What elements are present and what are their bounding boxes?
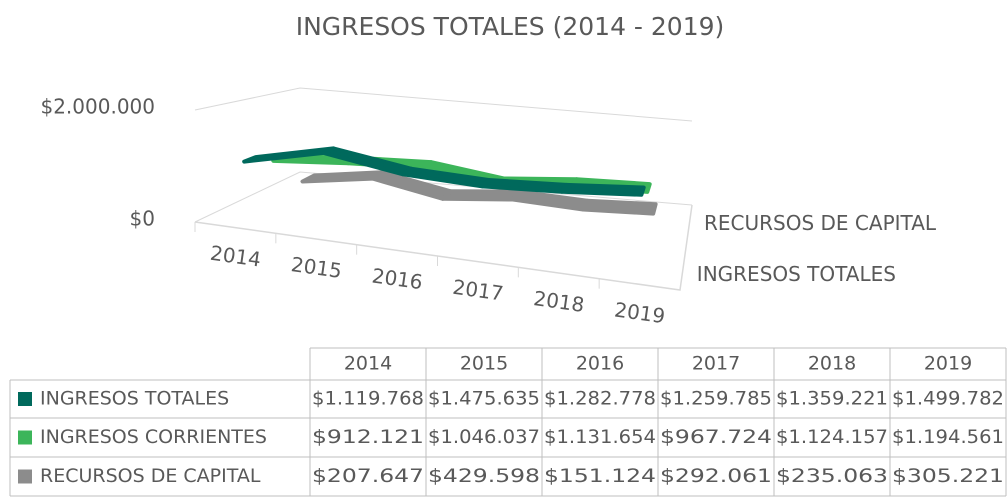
table-cell: $1.194.561 bbox=[892, 426, 1004, 448]
x-tick-label: 2017 bbox=[451, 275, 505, 306]
table-header: 2019 bbox=[924, 353, 972, 375]
legend-label: INGRESOS CORRIENTES bbox=[40, 426, 267, 448]
table-cell: $1.124.157 bbox=[776, 426, 888, 448]
table-header: 2018 bbox=[808, 353, 856, 375]
depth-label: RECURSOS DE CAPITAL bbox=[704, 211, 937, 235]
floor-edge bbox=[194, 204, 693, 291]
line-ribbon bbox=[510, 189, 590, 212]
table-cell: $912.121 bbox=[312, 426, 424, 448]
table-cell: $429.598 bbox=[428, 465, 540, 487]
x-tick-label: 2015 bbox=[290, 252, 344, 283]
legend-swatch bbox=[18, 469, 32, 484]
table-cell: $967.724 bbox=[660, 426, 772, 448]
grid-line bbox=[194, 87, 693, 122]
legend-label: RECURSOS DE CAPITAL bbox=[40, 465, 261, 487]
table-cell: $1.282.778 bbox=[544, 388, 656, 410]
table-cell: $207.647 bbox=[312, 465, 424, 487]
legend-swatch bbox=[18, 392, 32, 406]
table-header: 2014 bbox=[344, 353, 392, 375]
table-cell: $151.124 bbox=[544, 465, 656, 487]
x-tick-label: 2016 bbox=[370, 263, 424, 294]
chart-title: INGRESOS TOTALES (2014 - 2019) bbox=[296, 12, 725, 41]
table-cell: $1.359.221 bbox=[776, 388, 888, 410]
table-cell: $305.221 bbox=[892, 465, 1004, 487]
table-cell: $1.046.037 bbox=[428, 426, 540, 448]
table-cell: $1.131.654 bbox=[544, 426, 656, 448]
line-ribbon bbox=[300, 170, 385, 184]
table-header: 2017 bbox=[692, 353, 740, 375]
line-ribbon bbox=[440, 189, 521, 202]
table-cell: $1.499.782 bbox=[892, 388, 1004, 410]
table-cell: $235.063 bbox=[776, 465, 888, 487]
depth-label: INGRESOS TOTALES bbox=[697, 262, 896, 286]
table-cell: $1.475.635 bbox=[428, 388, 540, 410]
x-tick-label: 2018 bbox=[532, 286, 586, 317]
line-ribbon bbox=[559, 182, 646, 197]
table-header: 2016 bbox=[576, 353, 624, 375]
table-header: 2015 bbox=[460, 353, 508, 375]
legend-label: INGRESOS TOTALES bbox=[40, 388, 229, 410]
x-tick-label: 2019 bbox=[613, 297, 667, 328]
y-tick-label: $0 bbox=[130, 207, 155, 231]
y-tick-label: $2.000.000 bbox=[40, 95, 155, 119]
grid-line bbox=[194, 171, 693, 223]
x-tick-label: 2014 bbox=[209, 241, 263, 272]
table-cell: $1.259.785 bbox=[660, 388, 772, 410]
table-cell: $1.119.768 bbox=[312, 388, 424, 410]
legend-swatch bbox=[18, 430, 32, 445]
table-cell: $292.061 bbox=[660, 465, 772, 487]
line-ribbon bbox=[581, 198, 658, 216]
